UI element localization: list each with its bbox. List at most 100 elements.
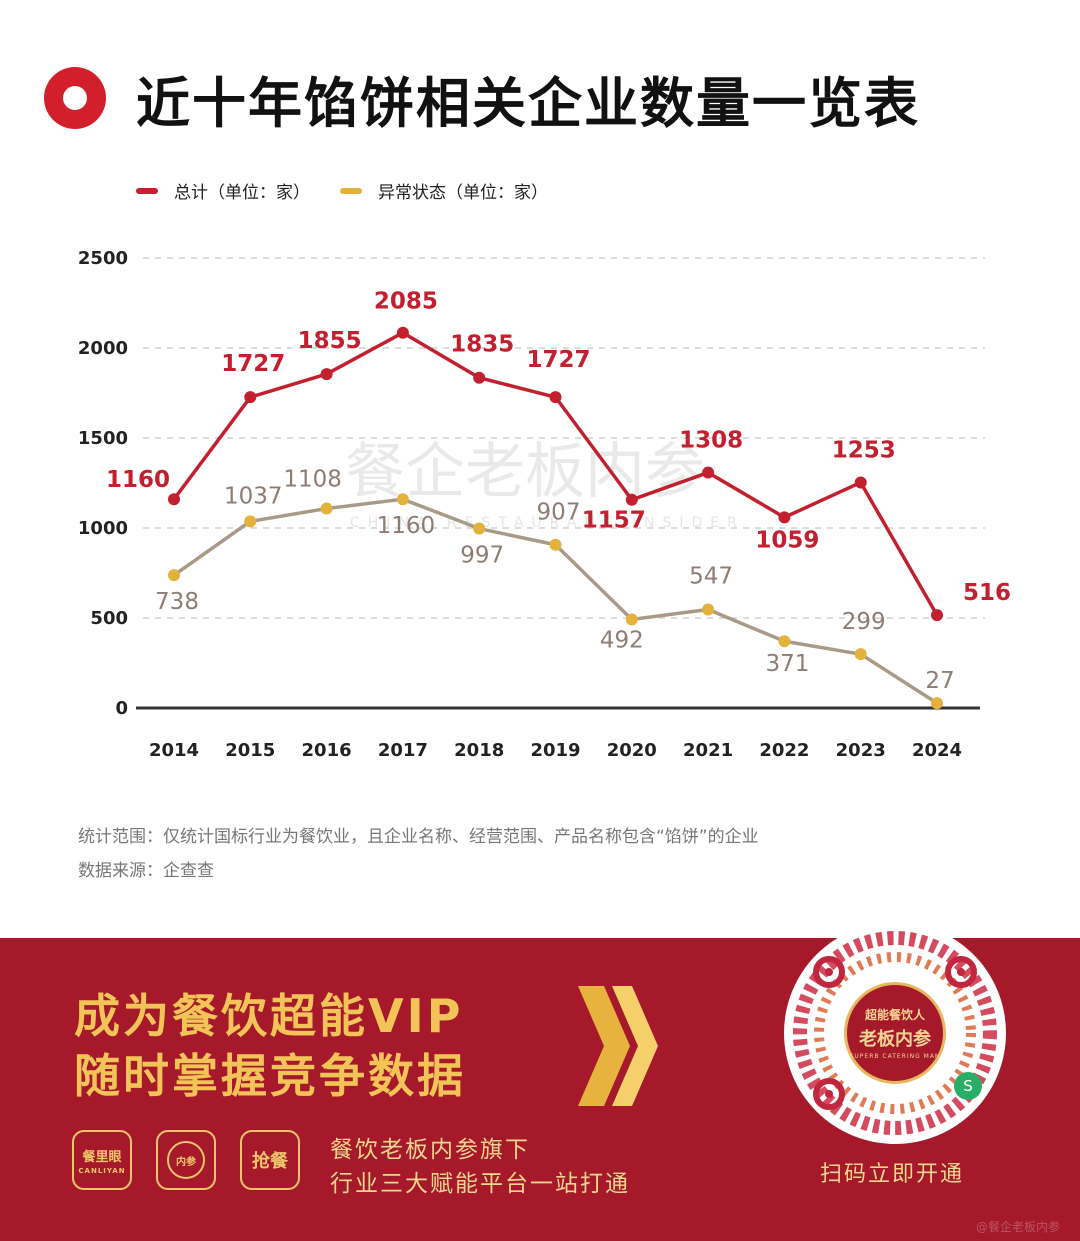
data-label: 1835 [450,332,514,358]
data-point [320,502,333,515]
x-tick-label: 2020 [607,740,657,761]
data-label: 2085 [374,289,438,315]
canliyan-logo: 餐里眼 CANLIYAN [72,1130,132,1190]
qiangcan-logo-text: 抢餐 [252,1151,288,1172]
data-label: 1037 [224,483,283,509]
title-bullet-icon [44,67,106,129]
data-point [702,603,715,616]
data-label: 547 [689,564,733,590]
data-point [931,697,943,710]
data-label: 1727 [526,347,590,373]
data-point [396,326,409,339]
note-source: 数据来源：企查查 [78,861,214,881]
x-axis: 2014 2015 2016 2017 2018 2019 2020 2021 2022 2023… [149,740,962,761]
data-point [854,648,867,661]
data-point [625,613,638,626]
data-label: 27 [925,668,954,694]
data-point [168,493,180,506]
legend-swatch-total [136,187,158,194]
qiangcan-logo: 抢餐 [240,1130,300,1190]
y-tick-label: 1000 [78,518,128,539]
x-tick-label: 2014 [149,740,199,761]
legend-swatch-abnormal [340,187,362,194]
data-point [244,515,257,528]
data-label: 1160 [106,467,170,493]
data-point [778,635,791,648]
banner-headline-2: 随时掌握竞争数据 [74,1049,466,1103]
x-tick-label: 2023 [836,740,886,761]
x-tick-label: 2019 [530,740,580,761]
mini-program-icon: S [954,1072,982,1100]
x-tick-label: 2024 [912,740,962,761]
mini-program-glyph: S [963,1077,973,1095]
y-tick-label: 1500 [78,428,128,449]
y-axis: 0 500 1000 1500 2000 2500 [78,248,980,719]
legend-item-abnormal: 异常状态（单位：家） [340,178,548,203]
banner-headline-1: 成为餐饮超能VIP [74,989,464,1043]
data-point [931,609,943,622]
data-label: 1308 [679,428,743,454]
data-point [168,569,180,582]
banner-subtext-1: 餐饮老板内参旗下 [330,1137,530,1163]
data-point [473,371,486,384]
chart-notes: 统计范围：仅统计国标行业为餐饮业，且企业名称、经营范围、产品名称包含“馅饼”的企… [78,820,759,888]
line-chart: 餐企老板内参 CHINA RESTAURANT INSIDER 05001000… [78,248,1011,761]
y-tick-label: 2000 [78,338,128,359]
data-point [625,493,638,506]
qr-pattern-icon [793,931,997,1135]
data-label: 907 [537,500,581,526]
legend-item-total: 总计（单位：家） [136,178,310,203]
data-point [778,511,791,524]
page-title: 近十年馅饼相关企业数量一览表 [136,71,920,135]
scan-prompt[interactable]: 扫码立即开通 [820,1162,965,1187]
canliyan-logo-sub: CANLIYAN [78,1166,126,1175]
data-label: 1727 [221,351,285,377]
data-label: 1108 [283,467,342,493]
qr-seal-mid: 老板内参 [859,1029,931,1050]
neican-logo-text: 内参 [176,1156,196,1168]
data-point [854,476,867,489]
data-label: 1855 [298,328,362,354]
x-tick-label: 2015 [225,740,275,761]
legend-label-total: 总计（单位：家） [174,183,310,203]
data-point [549,538,562,551]
data-label: 371 [765,651,809,677]
data-label: 1160 [377,513,436,539]
data-label: 1059 [755,527,819,553]
chevron-right-icon [578,986,658,1106]
y-tick-label: 500 [90,608,128,629]
neican-logo: 内参 [156,1130,216,1190]
data-point [396,493,409,506]
x-tick-label: 2017 [378,740,428,761]
data-label: 516 [963,580,1011,606]
data-label: 1253 [832,437,896,463]
series-total: 1160 1727 1855 2085 1835 1727 1157 1308 1059 1253… [106,289,1011,622]
y-tick-label: 0 [115,698,128,719]
corner-watermark: @餐企老板内参 [976,1220,1061,1234]
data-point [549,391,562,404]
y-tick-label: 2500 [78,248,128,269]
data-label: 299 [842,609,886,635]
data-point [320,368,333,381]
data-label: 738 [155,589,199,615]
data-label: 492 [600,627,644,653]
x-tick-label: 2022 [759,740,809,761]
banner-subtext-2: 行业三大赋能平台一站打通 [330,1171,630,1197]
chart-legend: 总计（单位：家） 异常状态（单位：家） [136,178,578,203]
qr-seal-top: 超能餐饮人 [864,1008,925,1022]
qr-center-seal: 超能餐饮人 老板内参 SUPERB CATERING MAN [844,982,946,1084]
data-point [473,522,486,535]
data-point [244,391,257,404]
promo-banner[interactable]: 成为餐饮超能VIP 随时掌握竞争数据 餐里眼 CANLIYAN 内参 抢餐 餐饮… [0,922,1080,1241]
canliyan-logo-text: 餐里眼 [82,1149,122,1165]
qr-seal-bottom: SUPERB CATERING MAN [849,1053,941,1060]
legend-label-abnormal: 异常状态（单位：家） [378,183,548,203]
data-label: 997 [460,543,504,569]
watermark-en: CHINA RESTAURANT INSIDER [350,515,745,531]
qr-code[interactable]: 超能餐饮人 老板内参 SUPERB CATERING MAN S [784,922,1006,1144]
x-tick-label: 2021 [683,740,733,761]
grid-lines [143,257,985,619]
note-scope: 统计范围：仅统计国标行业为餐饮业，且企业名称、经营范围、产品名称包含“馅饼”的企… [78,827,759,847]
x-tick-label: 2018 [454,740,504,761]
